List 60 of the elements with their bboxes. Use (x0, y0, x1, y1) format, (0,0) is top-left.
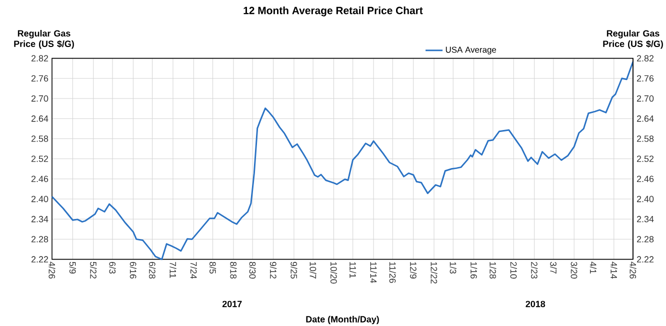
text: 2017 (222, 300, 242, 308)
x-axis-title: Date (Month/Day) (306, 316, 379, 324)
x-tick-label: 4/26 (630, 262, 636, 279)
y2-tick-label: 2.58 (636, 136, 654, 142)
y-tick-label: 2.58 (31, 136, 48, 142)
x-tick-label: 9/12 (270, 262, 277, 278)
legend-label: USA Average (446, 46, 496, 54)
x-tick-label: 10/20 (330, 262, 338, 284)
y2-tick-label: 2.22 (636, 256, 654, 262)
x-tick-label: 8/18 (230, 262, 237, 279)
x-tick-label: 2/10 (510, 262, 517, 279)
x-tick-label: 9/25 (290, 262, 298, 279)
x-tick-label: 1/16 (470, 262, 478, 279)
y2-tick-label: 2.52 (636, 156, 654, 162)
x-tick-label: 6/16 (130, 262, 136, 279)
x-tick-label: 4/26 (48, 262, 56, 279)
x-tick-label: 12/9 (410, 262, 417, 279)
y-tick-label: 2.46 (31, 176, 48, 182)
x-tick-label: 1/3 (450, 262, 456, 274)
y-tick-label: 2.28 (31, 236, 48, 242)
x-tick-label: 3/20 (570, 262, 578, 279)
y2-tick-label: 2.82 (636, 55, 654, 62)
text: 2018 (526, 300, 546, 308)
y-axis-title: Regular Gas Price (US $/G) (14, 30, 74, 49)
y2-tick-label: 2.28 (636, 236, 654, 242)
x-tick-label: 8/30 (249, 262, 256, 279)
x-tick-label: 4/14 (610, 262, 618, 279)
y2-tick-label: 2.34 (636, 216, 654, 222)
line-series (51, 60, 634, 260)
y-tick-label: 2.22 (31, 256, 48, 262)
x-tick-label: 10/7 (310, 262, 316, 278)
chart-title: 12 Month Average Retail Price Chart (244, 6, 423, 16)
x-tick-label: 2/23 (531, 262, 538, 279)
x-tick-label: 12/22 (430, 262, 438, 284)
y2-axis-title: Regular Gas Price (US $/G) (603, 30, 663, 49)
y-tick-label: 2.64 (31, 115, 48, 122)
y-tick-label: 2.52 (31, 156, 48, 162)
x-tick-label: 5/22 (90, 262, 97, 278)
x-tick-label: 1/28 (490, 262, 496, 279)
y2-tick-label: 2.76 (636, 75, 654, 82)
x-tick-label: 11/14 (370, 262, 377, 283)
y2-tick-label: 2.40 (636, 196, 654, 202)
y-tick-label: 2.70 (31, 95, 48, 102)
x-tick-label: 6/3 (109, 262, 116, 274)
y-tick-label: 2.76 (31, 75, 48, 82)
x-tick-label: 6/28 (148, 262, 156, 279)
x-tick-label: 5/9 (69, 262, 76, 274)
x-tick-label: 7/24 (190, 262, 197, 279)
y2-tick-label: 2.70 (636, 95, 654, 102)
y-tick-label: 2.34 (31, 216, 48, 222)
y2-tick-label: 2.64 (636, 115, 654, 122)
y2-tick-label: 2.46 (636, 176, 654, 182)
x-tick-label: 11/1 (350, 262, 356, 278)
x-tick-label: 7/11 (170, 262, 176, 278)
x-tick-label: 4/1 (590, 262, 597, 274)
y-tick-label: 2.40 (31, 196, 48, 202)
x-tick-label: 8/5 (209, 262, 216, 274)
y-tick-label: 2.82 (31, 55, 48, 62)
x-tick-label: 3/7 (550, 262, 557, 274)
x-tick-label: 11/26 (389, 262, 396, 283)
